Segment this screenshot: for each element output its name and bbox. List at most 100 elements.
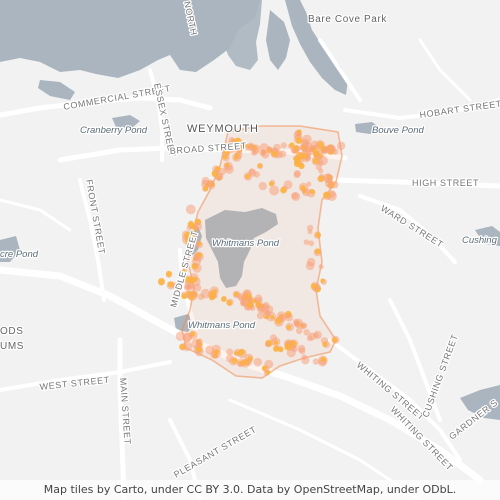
- heat-point: [283, 180, 293, 190]
- heat-point-core: [179, 344, 186, 350]
- heat-point-core: [280, 186, 287, 194]
- heat-point: [318, 264, 324, 270]
- heat-point: [253, 357, 262, 367]
- heat-point-core: [209, 291, 216, 299]
- heat-point-core: [323, 191, 331, 199]
- heat-point-core: [264, 314, 269, 319]
- heat-point: [313, 332, 319, 338]
- roads-layer: [0, 38, 500, 500]
- heat-point: [265, 342, 271, 348]
- heat-point-core: [289, 142, 295, 148]
- heat-point-core: [312, 158, 319, 164]
- heat-point: [292, 318, 299, 325]
- label-hobart-street: HOBART STREET: [419, 99, 500, 120]
- heat-point-core: [225, 142, 232, 149]
- heat-point-core: [314, 248, 321, 255]
- heat-point-core: [297, 129, 302, 134]
- heat-point: [193, 222, 203, 231]
- label-weymouth: WEYMOUTH: [187, 123, 259, 135]
- heat-point-core: [273, 340, 279, 345]
- heat-point: [259, 149, 267, 157]
- heat-point-core: [320, 278, 325, 284]
- heat-point: [258, 181, 267, 191]
- heat-point: [303, 239, 310, 245]
- heat-point: [303, 329, 310, 336]
- heat-point: [298, 347, 306, 355]
- map-attribution: Map tiles by Carto, under CC BY 3.0. Dat…: [0, 480, 500, 500]
- label-bouve-pond: Bouve Pond: [372, 125, 424, 136]
- heat-point-core: [190, 231, 195, 237]
- heat-point-core: [231, 358, 238, 364]
- heat-point-core: [257, 163, 263, 168]
- heat-point-core: [243, 143, 248, 148]
- heat-point-core: [225, 162, 230, 167]
- heat-point-core: [320, 356, 327, 363]
- heat-point-core: [322, 341, 328, 347]
- heat-point-core: [198, 253, 202, 258]
- heat-point-core: [295, 137, 303, 144]
- heat-point-core: [158, 278, 165, 285]
- heat-point: [306, 335, 313, 342]
- heat-point-core: [215, 166, 221, 172]
- heat-point: [285, 313, 293, 322]
- heat-point: [175, 331, 186, 341]
- heat-point: [269, 185, 280, 196]
- heat-point: [312, 358, 320, 365]
- heat-point: [257, 305, 265, 313]
- heat-point-core: [237, 147, 242, 152]
- heat-point-core: [186, 290, 192, 296]
- heat-point: [218, 167, 227, 176]
- heat-point: [279, 150, 287, 158]
- heat-point: [171, 282, 179, 290]
- heat-point-core: [184, 276, 191, 283]
- heat-point: [299, 322, 307, 330]
- heat-point-core: [246, 302, 252, 308]
- heat-point: [301, 356, 310, 365]
- heat-point: [187, 238, 195, 246]
- heat-point-core: [221, 296, 227, 303]
- label-whitmans-pond-2: Whitmans Pond: [188, 320, 256, 331]
- heat-point: [318, 168, 324, 174]
- heat-point: [262, 301, 270, 309]
- heat-point-core: [234, 351, 239, 356]
- heat-point-core: [256, 300, 261, 305]
- heat-point-core: [284, 343, 292, 351]
- heat-point-core: [268, 181, 274, 187]
- heat-point-core: [165, 270, 173, 277]
- heat-point-core: [181, 269, 187, 275]
- heat-point: [293, 170, 301, 177]
- heat-point: [253, 171, 260, 178]
- label-ods: ODS: [0, 326, 23, 337]
- heat-point: [310, 140, 319, 149]
- heat-point: [246, 296, 253, 302]
- label-cre-pond: cre Pond: [0, 249, 39, 260]
- heat-point: [295, 327, 303, 335]
- label-ums: UMS: [0, 341, 24, 352]
- label-ward-street: WARD STREET: [379, 203, 445, 250]
- heat-point: [278, 314, 287, 322]
- heat-point-core: [238, 349, 245, 356]
- heat-point: [299, 144, 305, 150]
- heat-point: [226, 348, 234, 356]
- heat-point-core: [317, 175, 325, 182]
- heat-point-core: [278, 347, 284, 353]
- heat-point-core: [300, 152, 308, 159]
- label-whitmans-pond-1: Whitmans Pond: [212, 238, 280, 249]
- heat-points-layer: [158, 129, 346, 376]
- label-cushing-street: CUSHING STREET: [420, 333, 459, 419]
- heat-point-core: [273, 345, 280, 352]
- heat-point-core: [271, 150, 278, 157]
- heat-point-core: [203, 186, 209, 192]
- heat-point-core: [293, 160, 301, 168]
- heat-point: [280, 142, 287, 149]
- heat-point-core: [184, 231, 191, 239]
- heat-point: [308, 240, 315, 247]
- heat-point: [306, 224, 314, 232]
- heat-point: [192, 257, 201, 266]
- heat-point-core: [222, 154, 228, 160]
- heat-point: [256, 312, 264, 320]
- heat-point-core: [313, 152, 318, 157]
- heat-point-core: [315, 232, 321, 238]
- heat-point-core: [197, 241, 202, 246]
